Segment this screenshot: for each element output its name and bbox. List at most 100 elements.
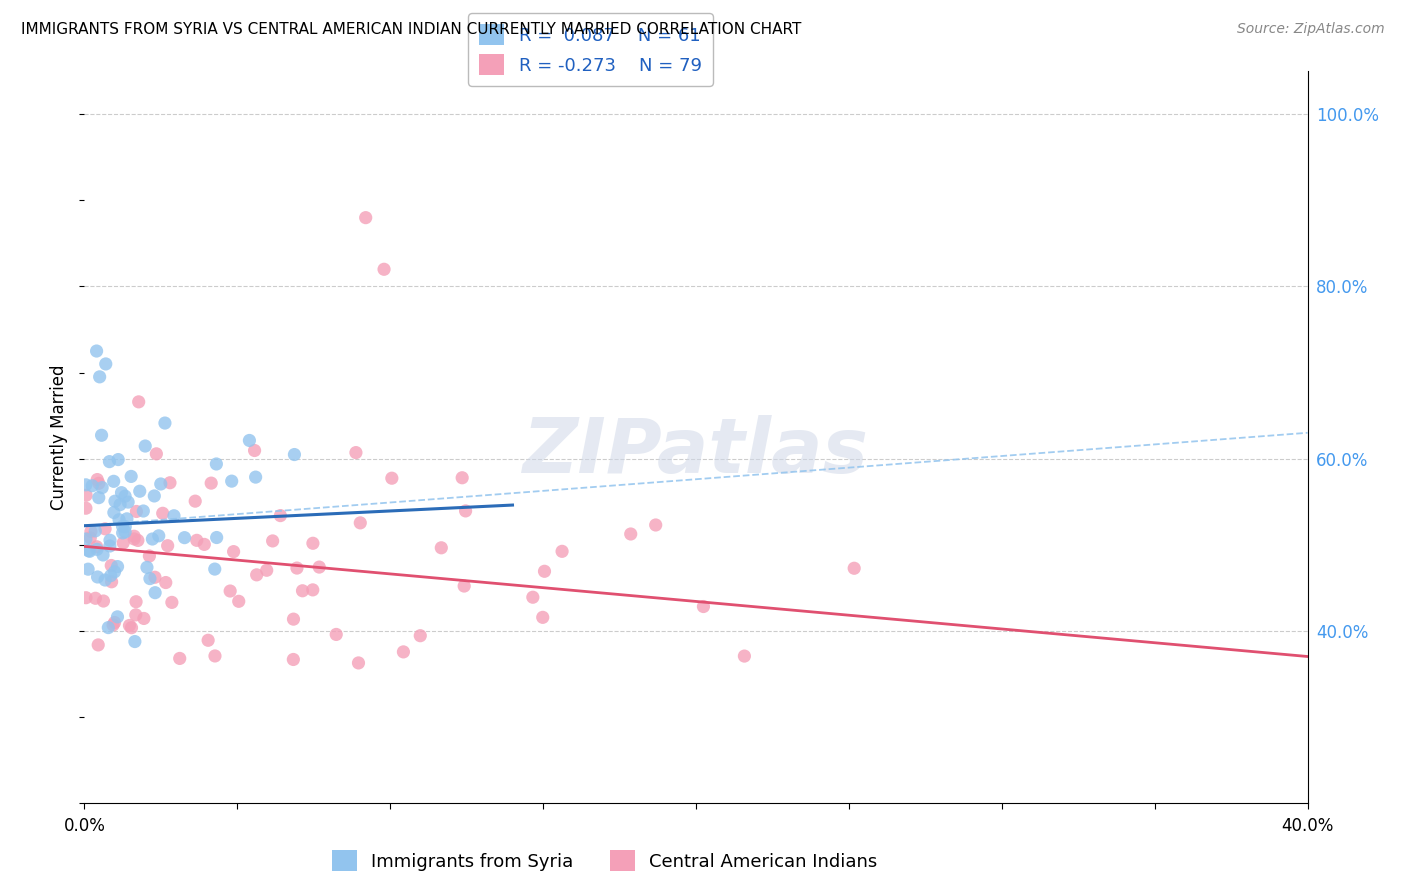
Text: ZIPatlas: ZIPatlas bbox=[523, 415, 869, 489]
Point bbox=[75, 591, 97, 605]
Point bbox=[122, 529, 145, 543]
Point bbox=[283, 652, 305, 666]
Point bbox=[128, 395, 150, 409]
Point bbox=[246, 567, 269, 582]
Point bbox=[143, 585, 166, 599]
Point bbox=[138, 549, 160, 563]
Point bbox=[644, 518, 666, 533]
Point bbox=[531, 610, 554, 624]
Point bbox=[107, 610, 129, 624]
Point bbox=[349, 516, 371, 530]
Point bbox=[103, 506, 125, 520]
Point bbox=[94, 357, 117, 371]
Point bbox=[79, 531, 101, 545]
Point bbox=[430, 541, 453, 555]
Point bbox=[373, 262, 395, 277]
Point bbox=[163, 508, 186, 523]
Point bbox=[269, 508, 291, 523]
Point bbox=[159, 475, 181, 490]
Point bbox=[89, 369, 111, 384]
Point bbox=[87, 638, 110, 652]
Point bbox=[115, 512, 138, 526]
Point bbox=[118, 618, 141, 632]
Point bbox=[325, 627, 347, 641]
Point bbox=[262, 533, 284, 548]
Point bbox=[91, 481, 114, 495]
Point bbox=[149, 477, 172, 491]
Point bbox=[108, 513, 131, 527]
Point bbox=[222, 544, 245, 558]
Point bbox=[354, 211, 377, 225]
Point bbox=[308, 560, 330, 574]
Point bbox=[100, 558, 122, 573]
Point bbox=[551, 544, 574, 558]
Point bbox=[451, 471, 474, 485]
Point bbox=[103, 475, 125, 489]
Point bbox=[256, 563, 278, 577]
Point bbox=[453, 579, 475, 593]
Point bbox=[121, 621, 143, 635]
Point bbox=[107, 452, 129, 467]
Point bbox=[184, 494, 207, 508]
Point bbox=[98, 539, 121, 553]
Point bbox=[128, 484, 150, 499]
Point bbox=[197, 633, 219, 648]
Point bbox=[219, 584, 242, 599]
Point bbox=[620, 527, 643, 541]
Point bbox=[86, 542, 108, 557]
Point bbox=[112, 536, 135, 550]
Point bbox=[124, 634, 146, 648]
Point bbox=[283, 448, 305, 462]
Y-axis label: Currently Married: Currently Married bbox=[51, 364, 69, 510]
Point bbox=[302, 536, 325, 550]
Point bbox=[97, 621, 120, 635]
Point bbox=[111, 519, 134, 533]
Point bbox=[136, 560, 159, 574]
Point bbox=[117, 495, 139, 509]
Point bbox=[108, 498, 131, 512]
Point bbox=[392, 645, 415, 659]
Point bbox=[409, 629, 432, 643]
Point bbox=[127, 533, 149, 548]
Text: IMMIGRANTS FROM SYRIA VS CENTRAL AMERICAN INDIAN CURRENTLY MARRIED CORRELATION C: IMMIGRANTS FROM SYRIA VS CENTRAL AMERICA… bbox=[21, 22, 801, 37]
Point bbox=[193, 537, 215, 551]
Point bbox=[152, 506, 174, 520]
Point bbox=[160, 595, 183, 609]
Point bbox=[238, 434, 260, 448]
Point bbox=[86, 570, 108, 584]
Point bbox=[132, 611, 155, 625]
Point bbox=[122, 532, 145, 546]
Point bbox=[454, 504, 477, 518]
Point bbox=[86, 344, 108, 359]
Point bbox=[143, 570, 166, 584]
Point bbox=[100, 568, 122, 582]
Point bbox=[82, 479, 104, 493]
Point bbox=[125, 504, 148, 518]
Point bbox=[692, 599, 714, 614]
Point bbox=[143, 489, 166, 503]
Point bbox=[153, 416, 176, 430]
Point bbox=[93, 594, 115, 608]
Point bbox=[94, 522, 117, 536]
Point bbox=[103, 615, 125, 630]
Point bbox=[77, 562, 100, 576]
Point bbox=[91, 548, 114, 562]
Point bbox=[98, 533, 121, 548]
Point bbox=[134, 439, 156, 453]
Point bbox=[381, 471, 404, 485]
Point bbox=[145, 447, 167, 461]
Point bbox=[125, 595, 148, 609]
Point bbox=[155, 575, 177, 590]
Point bbox=[204, 648, 226, 663]
Point bbox=[228, 594, 250, 608]
Point bbox=[107, 559, 129, 574]
Point bbox=[205, 457, 228, 471]
Point bbox=[200, 476, 222, 491]
Point bbox=[148, 529, 170, 543]
Point bbox=[110, 485, 132, 500]
Point bbox=[75, 501, 97, 516]
Point bbox=[114, 524, 136, 539]
Point bbox=[522, 591, 544, 605]
Point bbox=[103, 565, 125, 579]
Text: Source: ZipAtlas.com: Source: ZipAtlas.com bbox=[1237, 22, 1385, 37]
